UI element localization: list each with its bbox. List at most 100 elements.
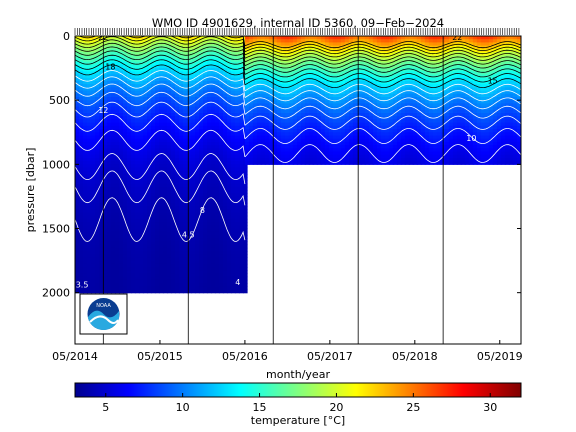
temperature-cell [95,231,100,236]
temperature-cell [123,106,128,111]
temperature-cell [95,263,100,268]
temperature-cell [308,138,314,143]
temperature-cell [252,61,258,66]
temperature-cell [127,48,132,53]
temperature-cell [187,154,192,159]
temperature-cell [167,90,172,95]
temperature-cell [191,273,196,278]
temperature-cell [115,97,120,101]
temperature-cell [79,141,84,146]
temperature-cell [260,151,266,156]
temperature-cell [264,119,270,124]
temperature-cell [99,129,104,133]
temperature-cell [280,151,286,156]
temperature-cell [324,90,330,95]
temperature-cell [203,55,208,60]
temperature-cell [95,100,100,104]
temperature-cell [308,39,314,43]
temperature-cell [111,125,116,130]
temperature-cell [227,286,232,291]
temperature-cell [175,222,180,226]
temperature-cell [215,222,220,226]
temperature-cell [304,109,310,114]
temperature-cell [199,141,204,146]
temperature-cell [139,74,144,79]
temperature-cell [316,125,322,130]
temperature-cell [288,138,294,143]
temperature-cell [155,80,160,85]
temperature-cell [187,132,192,137]
temperature-cell [215,154,220,159]
temperature-cell [211,238,216,242]
temperature-cell [87,141,92,146]
temperature-cell [87,193,92,197]
temperature-cell [288,135,294,140]
temperature-cell [171,241,176,246]
temperature-cell [340,87,346,92]
temperature-cell [292,100,298,104]
temperature-cell [392,145,398,149]
temperature-cell [203,283,208,287]
temperature-cell [392,116,398,120]
temperature-cell [155,190,160,194]
temperature-cell [155,180,160,185]
temperature-cell [199,113,204,117]
temperature-cell [352,106,358,111]
temperature-cell [320,36,326,40]
temperature-cell [203,183,208,188]
temperature-cell [167,247,172,252]
temperature-cell [264,45,270,50]
temperature-cell [320,84,326,88]
temperature-cell [231,48,236,53]
temperature-cell [79,215,84,220]
temperature-cell [91,148,96,153]
temperature-cell [95,202,100,207]
temperature-cell [99,247,104,252]
temperature-cell [207,276,212,281]
temperature-cell [75,183,80,188]
temperature-cell [288,122,294,127]
temperature-cell [187,247,192,252]
temperature-cell [87,77,92,82]
temperature-cell [235,132,240,137]
temperature-cell [356,103,362,108]
temperature-cell [207,132,212,137]
temperature-cell [219,129,224,133]
temperature-cell [171,42,176,47]
temperature-cell [252,39,258,43]
temperature-cell [288,106,294,111]
temperature-cell [207,135,212,140]
temperature-cell [392,90,398,95]
temperature-cell [119,100,124,104]
temperature-cell [364,55,370,60]
temperature-cell [103,103,108,108]
temperature-cell [103,167,108,172]
temperature-cell [79,129,84,133]
temperature-cell [376,132,382,137]
temperature-cell [252,36,258,40]
temperature-cell [223,199,228,204]
temperature-cell [75,106,80,111]
temperature-cell [183,267,188,271]
temperature-cell [83,234,88,239]
temperature-cell [127,276,132,281]
temperature-cell [203,193,208,197]
temperature-cell [83,122,88,127]
temperature-cell [123,190,128,194]
temperature-cell [151,196,156,201]
temperature-cell [83,84,88,88]
temperature-cell [376,151,382,156]
temperature-cell [376,103,382,108]
temperature-cell [151,90,156,95]
temperature-cell [183,154,188,159]
temperature-cell [368,64,374,69]
temperature-cell [99,234,104,239]
temperature-cell [187,116,192,120]
temperature-cell [167,254,172,258]
temperature-cell [332,71,338,76]
temperature-cell [171,151,176,156]
temperature-cell [159,141,164,146]
temperature-cell [195,222,200,226]
temperature-cell [211,103,216,108]
temperature-cell [376,55,382,60]
